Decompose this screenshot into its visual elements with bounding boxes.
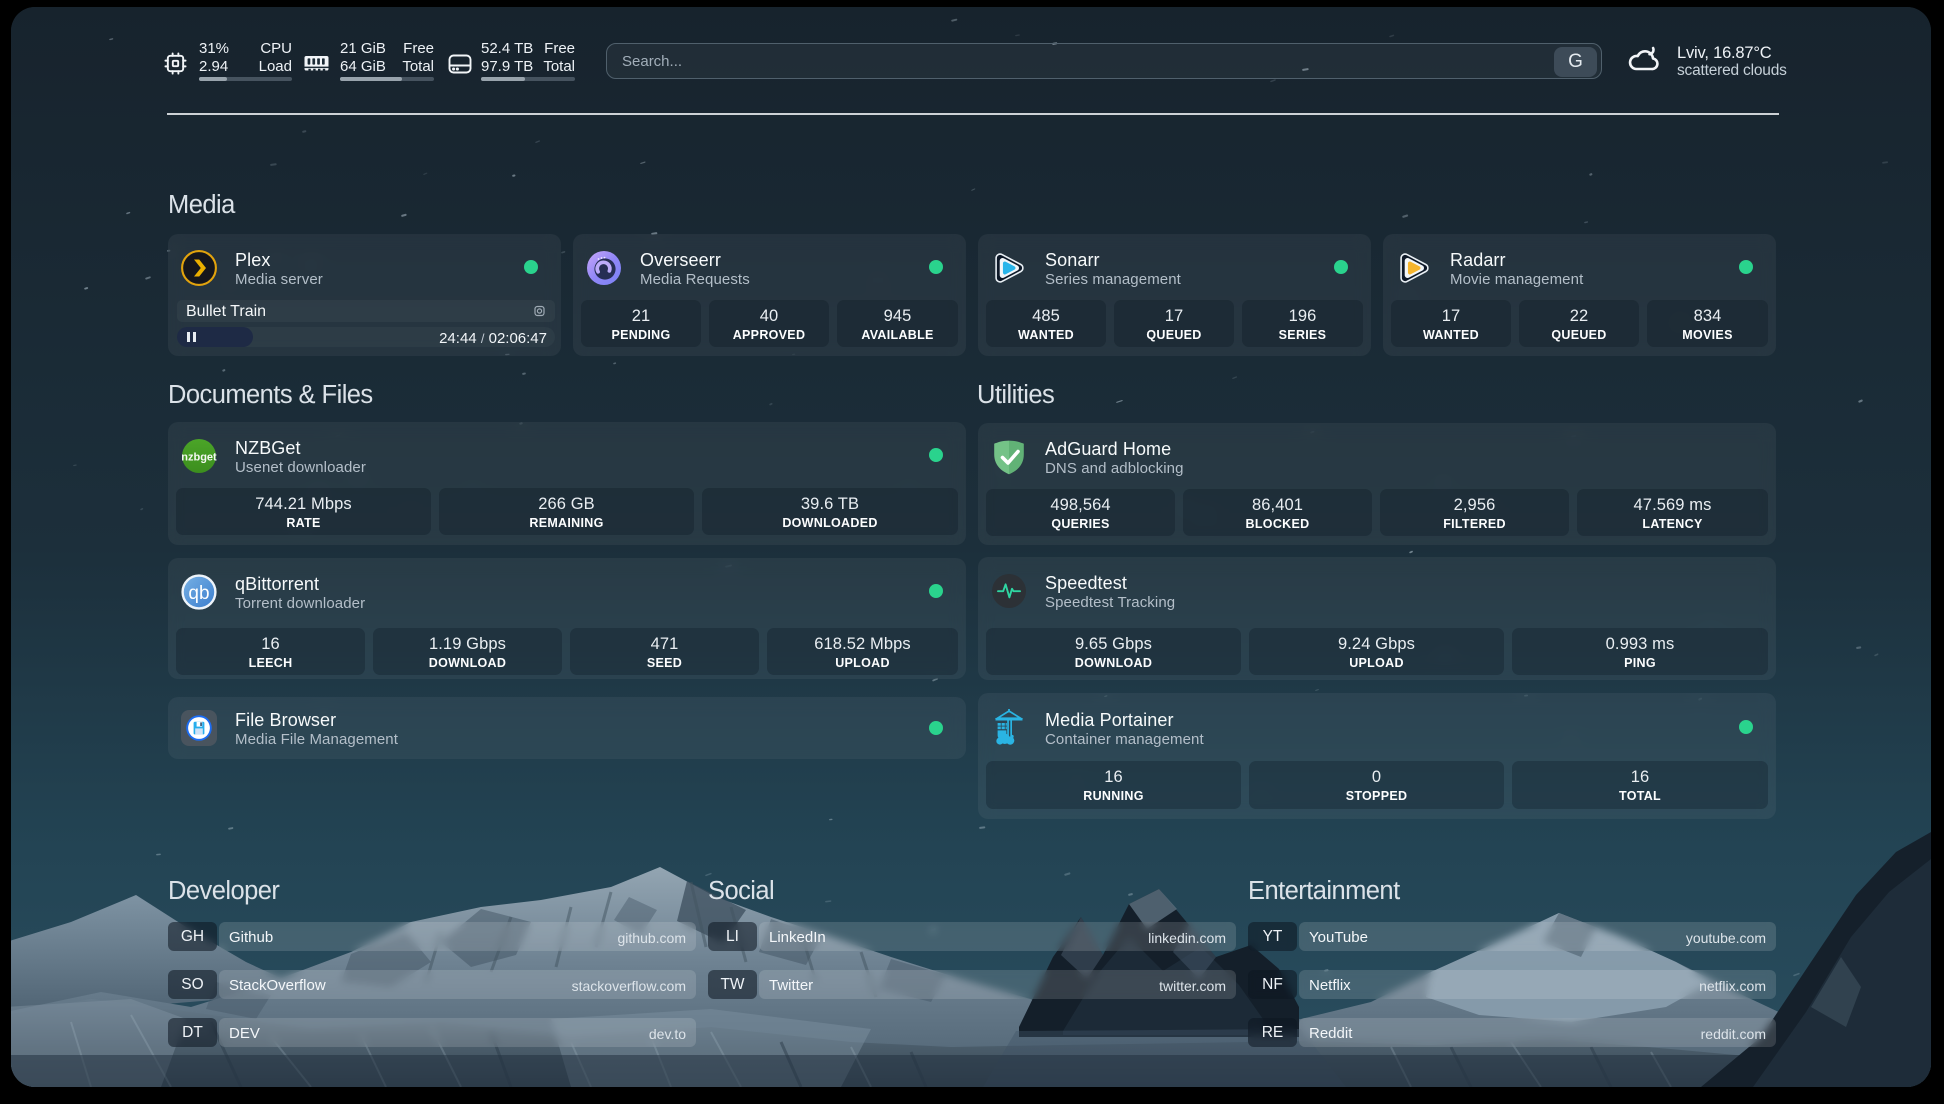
svg-text:qb: qb <box>188 583 209 604</box>
svg-text:nzbget: nzbget <box>181 451 217 463</box>
